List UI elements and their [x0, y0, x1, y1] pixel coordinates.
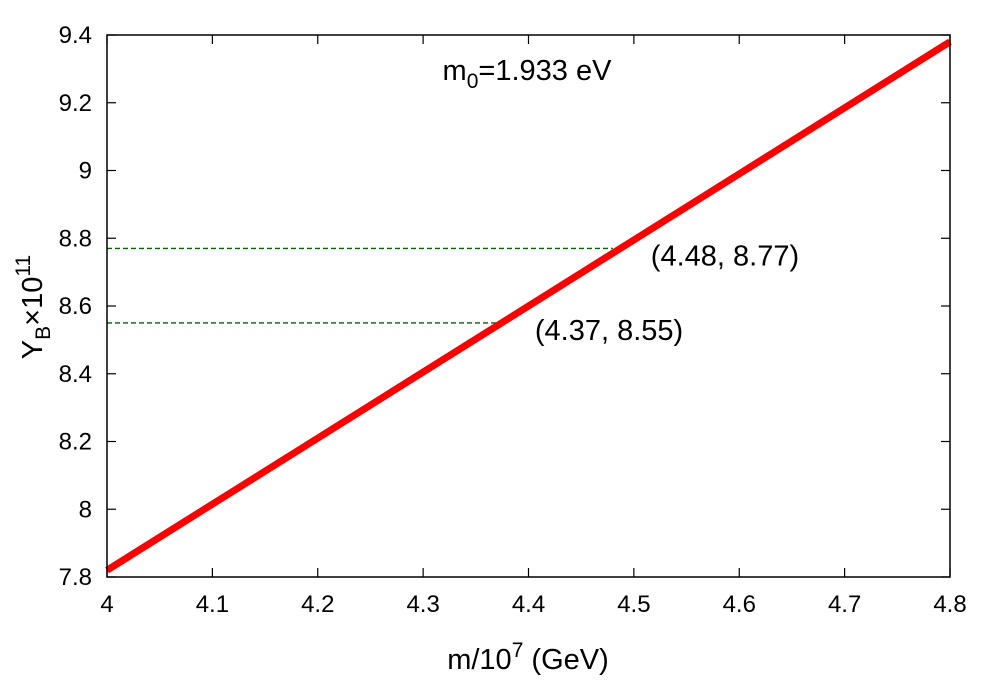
y-tick-label: 7.8	[59, 564, 92, 591]
x-tick-label: 4.3	[406, 591, 439, 618]
x-tick-label: 4	[100, 591, 113, 618]
series-line	[105, 38, 952, 574]
reference-label: (4.37, 8.55)	[535, 315, 683, 347]
x-tick-label: 4.5	[617, 591, 650, 618]
x-tick-label: 4.2	[301, 591, 334, 618]
y-tick-label: 8.8	[59, 225, 92, 252]
x-tick-label: 4.6	[723, 591, 756, 618]
x-tick-label: 4.7	[828, 591, 861, 618]
x-tick-label: 4.4	[512, 591, 545, 618]
y-axis-label: YB×1011	[12, 255, 55, 359]
y-tick-label: 8.2	[59, 429, 92, 456]
x-axis-label: m/107 (GeV)	[447, 639, 609, 676]
x-tick-label: 4.8	[933, 591, 966, 618]
y-tick-label: 8.4	[59, 361, 92, 388]
annotation-text: m0=1.933 eV	[443, 55, 613, 93]
y-tick-label: 8	[79, 496, 92, 523]
y-tick-label: 8.6	[59, 293, 92, 320]
y-tick-label: 9.4	[59, 22, 92, 49]
reference-label: (4.48, 8.77)	[651, 240, 799, 272]
y-tick-label: 9.2	[59, 90, 92, 117]
y-tick-label: 9	[79, 158, 92, 185]
x-tick-label: 4.1	[196, 591, 229, 618]
